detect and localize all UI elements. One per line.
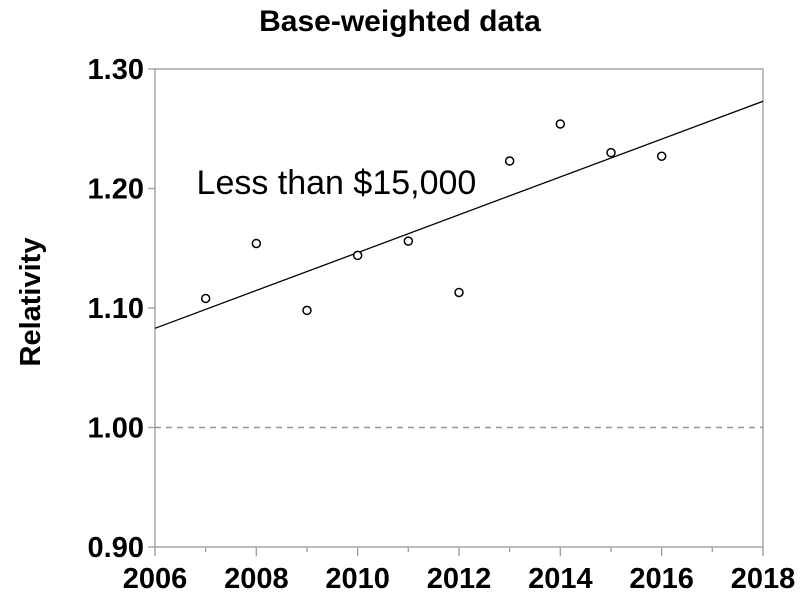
x-tick-label: 2018 bbox=[731, 563, 796, 595]
data-point bbox=[200, 293, 211, 304]
data-point bbox=[606, 147, 616, 158]
data-point bbox=[504, 156, 515, 166]
y-tick-label: 1.30 bbox=[88, 54, 144, 86]
y-tick-label: 1.00 bbox=[88, 413, 144, 445]
series-annotation: Less than $15,000 bbox=[196, 163, 477, 202]
data-point bbox=[555, 119, 566, 129]
data-point bbox=[656, 151, 667, 161]
data-point bbox=[251, 238, 262, 249]
trend-line bbox=[154, 100, 764, 329]
y-tick-label: 0.90 bbox=[88, 532, 144, 564]
x-tick-label: 2014 bbox=[528, 563, 593, 595]
data-point bbox=[302, 305, 312, 316]
x-tick-label: 2008 bbox=[224, 563, 289, 595]
data-point bbox=[403, 236, 414, 246]
x-tick-label: 2016 bbox=[629, 563, 694, 595]
plot-frame bbox=[154, 68, 764, 548]
x-tick-label: 2006 bbox=[123, 563, 188, 595]
y-tick-label: 1.20 bbox=[88, 174, 144, 206]
chart-title: Base-weighted data bbox=[259, 5, 541, 38]
x-tick-label: 2012 bbox=[427, 563, 492, 595]
y-tick-label: 1.10 bbox=[88, 293, 144, 325]
data-point bbox=[352, 250, 363, 261]
x-tick-label: 2010 bbox=[325, 563, 390, 595]
data-point bbox=[454, 287, 464, 298]
